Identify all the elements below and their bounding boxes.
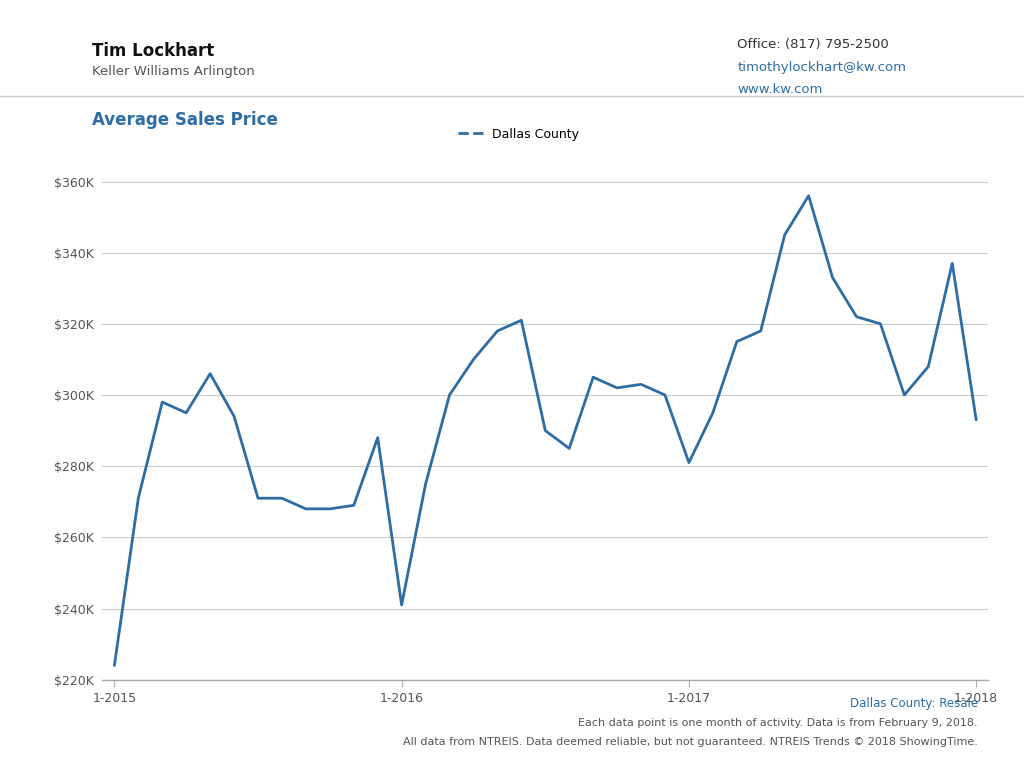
Text: Office: (817) 795-2500: Office: (817) 795-2500 <box>737 38 889 51</box>
Legend: Dallas County: Dallas County <box>454 123 584 146</box>
Text: Keller Williams Arlington: Keller Williams Arlington <box>92 65 255 78</box>
Text: Dallas County: Resale: Dallas County: Resale <box>850 697 978 710</box>
Text: Average Sales Price: Average Sales Price <box>92 111 279 129</box>
Text: Tim Lockhart: Tim Lockhart <box>92 42 214 60</box>
Text: timothylockhart@kw.com: timothylockhart@kw.com <box>737 61 906 74</box>
Text: Each data point is one month of activity. Data is from February 9, 2018.: Each data point is one month of activity… <box>579 718 978 728</box>
Text: All data from NTREIS. Data deemed reliable, but not guaranteed. NTREIS Trends © : All data from NTREIS. Data deemed reliab… <box>403 737 978 747</box>
Text: www.kw.com: www.kw.com <box>737 83 822 96</box>
